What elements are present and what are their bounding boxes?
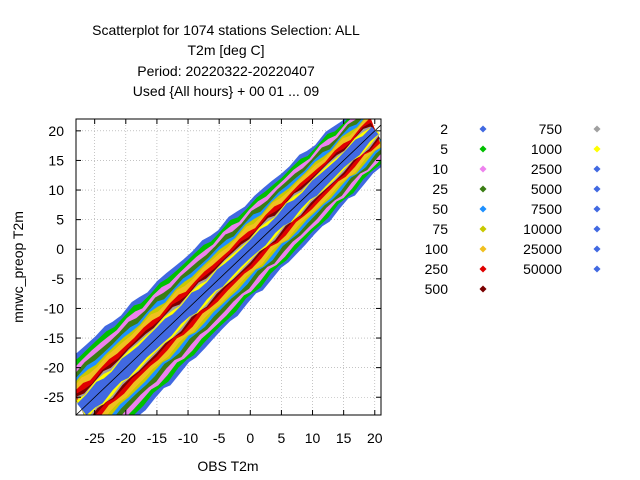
x-tick-label: -10 <box>178 430 198 446</box>
legend-label: 10 <box>432 161 448 177</box>
axis-ticks: -25 -20 -15 -10 -5 0 5 10 15 20 -25 -20 -15 -10 -5 0 5 10… <box>44 119 383 446</box>
title-line-2: T2m [deg C] <box>187 42 265 59</box>
x-tick-label: -25 <box>85 430 105 446</box>
legend-marker <box>479 145 487 153</box>
legend-label: 2500 <box>531 161 562 177</box>
y-tick-label: 10 <box>48 182 64 198</box>
reference-line <box>75 124 382 416</box>
legend-marker <box>593 245 601 253</box>
legend-label: 10000 <box>523 221 562 237</box>
legend-marker <box>479 165 487 173</box>
legend-label: 500 <box>425 281 449 297</box>
legend-label: 1000 <box>531 141 562 157</box>
legend-label: 5000 <box>531 181 562 197</box>
x-tick-label: 5 <box>278 430 286 446</box>
title-line-4: Used {All hours} + 00 01 ... 09 <box>132 83 320 100</box>
x-tick-label: 15 <box>336 430 352 446</box>
legend-label: 7500 <box>531 201 562 217</box>
title-line-3: Period: 20220322-20220407 <box>137 62 315 79</box>
density-bands <box>76 119 381 415</box>
legend-marker <box>593 145 601 153</box>
y-tick-label: 15 <box>48 152 64 168</box>
legend-marker <box>593 165 601 173</box>
x-tick-label: -5 <box>213 430 226 446</box>
x-tick-label: 10 <box>305 430 321 446</box>
y-tick-label: 5 <box>56 212 64 228</box>
legend-marker <box>479 205 487 213</box>
legend-marker <box>479 265 487 273</box>
x-tick-label: -20 <box>116 430 136 446</box>
x-tick-label: 0 <box>246 430 254 446</box>
legend-label: 2 <box>440 121 448 137</box>
legend-marker <box>479 185 487 193</box>
legend-label: 750 <box>539 121 563 137</box>
chart-title: Scatterplot for 1074 stations Selection:… <box>26 20 426 102</box>
legend-label: 50 <box>432 201 448 217</box>
y-tick-label: -10 <box>44 300 64 316</box>
legend-label: 75 <box>432 221 448 237</box>
legend-marker <box>593 125 601 133</box>
legend-label: 25 <box>432 181 448 197</box>
legend-marker <box>593 225 601 233</box>
x-tick-label: -15 <box>147 430 167 446</box>
x-tick-label: 20 <box>367 430 383 446</box>
y-axis-label: mnwc_preop T2m <box>10 211 26 323</box>
title-line-1: Scatterplot for 1074 stations Selection:… <box>92 22 360 38</box>
legend-label: 50000 <box>523 261 562 277</box>
legend: 2510255075100250500750100025005000750010… <box>425 121 601 297</box>
legend-marker <box>479 125 487 133</box>
y-tick-label: -20 <box>44 360 64 376</box>
plot-frame <box>75 118 382 416</box>
x-axis-label: OBS T2m <box>197 458 258 474</box>
y-tick-label: -5 <box>52 271 65 287</box>
legend-marker <box>479 225 487 233</box>
legend-label: 5 <box>440 141 448 157</box>
legend-marker <box>593 265 601 273</box>
legend-marker <box>593 185 601 193</box>
legend-marker <box>593 205 601 213</box>
y-tick-label: 20 <box>48 123 64 139</box>
legend-label: 25000 <box>523 241 562 257</box>
y-tick-label: -25 <box>44 389 64 405</box>
legend-marker <box>479 285 487 293</box>
legend-label: 250 <box>425 261 449 277</box>
y-tick-label: -15 <box>44 330 64 346</box>
y-tick-label: 0 <box>56 241 64 257</box>
legend-label: 100 <box>425 241 449 257</box>
legend-marker <box>479 245 487 253</box>
